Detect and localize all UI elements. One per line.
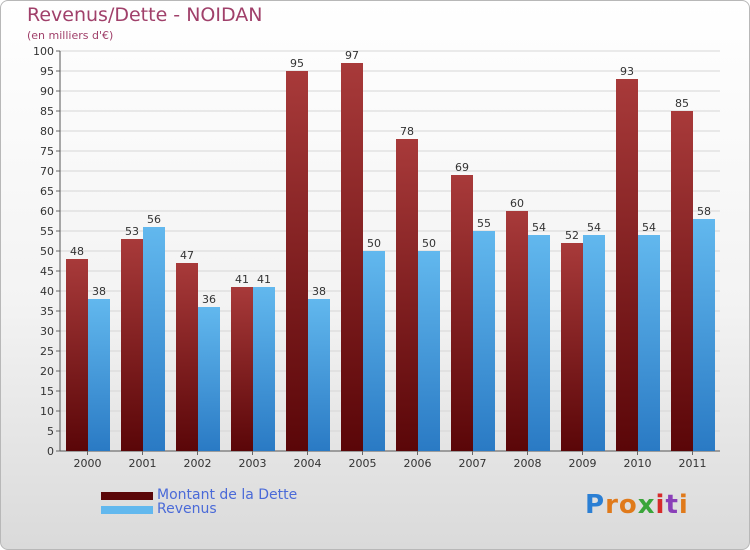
- bar-dette-2007: [451, 175, 473, 451]
- y-tick-label: 35: [40, 305, 54, 318]
- data-label-revenus-2000: 38: [92, 285, 106, 298]
- legend-swatch-dette: [101, 492, 153, 500]
- y-tick-label: 20: [40, 365, 54, 378]
- y-tick-label: 90: [40, 85, 54, 98]
- data-label-revenus-2005: 50: [367, 237, 381, 250]
- legend-label-revenus: Revenus: [157, 501, 217, 517]
- y-tick-label: 85: [40, 105, 54, 118]
- data-label-dette-2009: 52: [565, 229, 579, 242]
- y-tick-label: 10: [40, 405, 54, 418]
- data-label-dette-2010: 93: [620, 65, 634, 78]
- bar-revenus-2009: [583, 235, 605, 451]
- bar-revenus-2007: [473, 231, 495, 451]
- bar-dette-2005: [341, 63, 363, 451]
- bar-revenus-2002: [198, 307, 220, 451]
- legend-label-dette: Montant de la Dette: [157, 487, 298, 503]
- bar-revenus-2010: [638, 235, 660, 451]
- bar-dette-2008: [506, 211, 528, 451]
- bar-dette-2004: [286, 71, 308, 451]
- proxiti-logo: Proxiti: [585, 490, 689, 520]
- data-label-dette-2006: 78: [400, 125, 414, 138]
- x-tick-label: 2002: [184, 457, 212, 470]
- data-label-revenus-2006: 50: [422, 237, 436, 250]
- data-label-dette-2004: 95: [290, 57, 304, 70]
- data-label-revenus-2001: 56: [147, 213, 161, 226]
- data-label-revenus-2007: 55: [477, 217, 491, 230]
- y-tick-label: 50: [40, 245, 54, 258]
- x-tick-label: 2009: [569, 457, 597, 470]
- bars: [66, 63, 715, 451]
- y-tick-label: 25: [40, 345, 54, 358]
- axes: 0 5 10 15 20 25 30 35 40 45 50 55 60 65 70 75 80 85 90 95 10…: [33, 45, 720, 470]
- bar-revenus-2008: [528, 235, 550, 451]
- data-label-dette-2007: 69: [455, 161, 469, 174]
- data-label-revenus-2004: 38: [312, 285, 326, 298]
- bar-dette-2011: [671, 111, 693, 451]
- x-tick-label: 2000: [74, 457, 102, 470]
- x-tick-label: 2011: [679, 457, 707, 470]
- chart-title: Revenus/Dette - NOIDAN: [27, 4, 263, 26]
- chart-subtitle: (en milliers d'€): [27, 29, 114, 42]
- data-label-dette-2001: 53: [125, 225, 139, 238]
- x-tick-label: 2008: [514, 457, 542, 470]
- x-tick-label: 2007: [459, 457, 487, 470]
- bar-dette-2003: [231, 287, 253, 451]
- y-tick-label: 45: [40, 265, 54, 278]
- y-tick-label: 100: [33, 45, 54, 58]
- x-tick-label: 2003: [239, 457, 267, 470]
- bar-revenus-2005: [363, 251, 385, 451]
- legend-swatch-revenus: [101, 506, 153, 514]
- data-label-dette-2008: 60: [510, 197, 524, 210]
- data-label-revenus-2010: 54: [642, 221, 656, 234]
- bar-dette-2002: [176, 263, 198, 451]
- bar-dette-2000: [66, 259, 88, 451]
- bar-dette-2009: [561, 243, 583, 451]
- bar-revenus-2000: [88, 299, 110, 451]
- bar-revenus-2006: [418, 251, 440, 451]
- y-tick-label: 95: [40, 65, 54, 78]
- bar-dette-2001: [121, 239, 143, 451]
- y-tick-label: 55: [40, 225, 54, 238]
- data-label-revenus-2009: 54: [587, 221, 601, 234]
- y-tick-label: 65: [40, 185, 54, 198]
- data-labels: 48 38 53 56 47 36 41 41 95 38 97 50 78 50 69 55 60 54 52 54…: [70, 49, 711, 306]
- data-label-dette-2011: 85: [675, 97, 689, 110]
- x-tick-label: 2004: [294, 457, 322, 470]
- data-label-dette-2005: 97: [345, 49, 359, 62]
- x-tick-label: 2006: [404, 457, 432, 470]
- data-label-revenus-2002: 36: [202, 293, 216, 306]
- y-tick-label: 0: [47, 445, 54, 458]
- bar-dette-2010: [616, 79, 638, 451]
- y-tick-label: 75: [40, 145, 54, 158]
- y-tick-label: 5: [47, 425, 54, 438]
- bar-revenus-2001: [143, 227, 165, 451]
- y-tick-label: 15: [40, 385, 54, 398]
- grid-lines: [60, 50, 720, 432]
- data-label-revenus-2003: 41: [257, 273, 271, 286]
- data-label-dette-2003: 41: [235, 273, 249, 286]
- y-tick-label: 40: [40, 285, 54, 298]
- data-label-revenus-2011: 58: [697, 205, 711, 218]
- y-tick-label: 80: [40, 125, 54, 138]
- data-label-dette-2000: 48: [70, 245, 84, 258]
- bar-revenus-2003: [253, 287, 275, 451]
- y-tick-label: 70: [40, 165, 54, 178]
- data-label-dette-2002: 47: [180, 249, 194, 262]
- y-tick-label: 60: [40, 205, 54, 218]
- x-tick-label: 2005: [349, 457, 377, 470]
- bar-revenus-2004: [308, 299, 330, 451]
- x-tick-label: 2001: [129, 457, 157, 470]
- x-tick-label: 2010: [624, 457, 652, 470]
- y-tick-label: 30: [40, 325, 54, 338]
- bar-dette-2006: [396, 139, 418, 451]
- data-label-revenus-2008: 54: [532, 221, 546, 234]
- bar-revenus-2011: [693, 219, 715, 451]
